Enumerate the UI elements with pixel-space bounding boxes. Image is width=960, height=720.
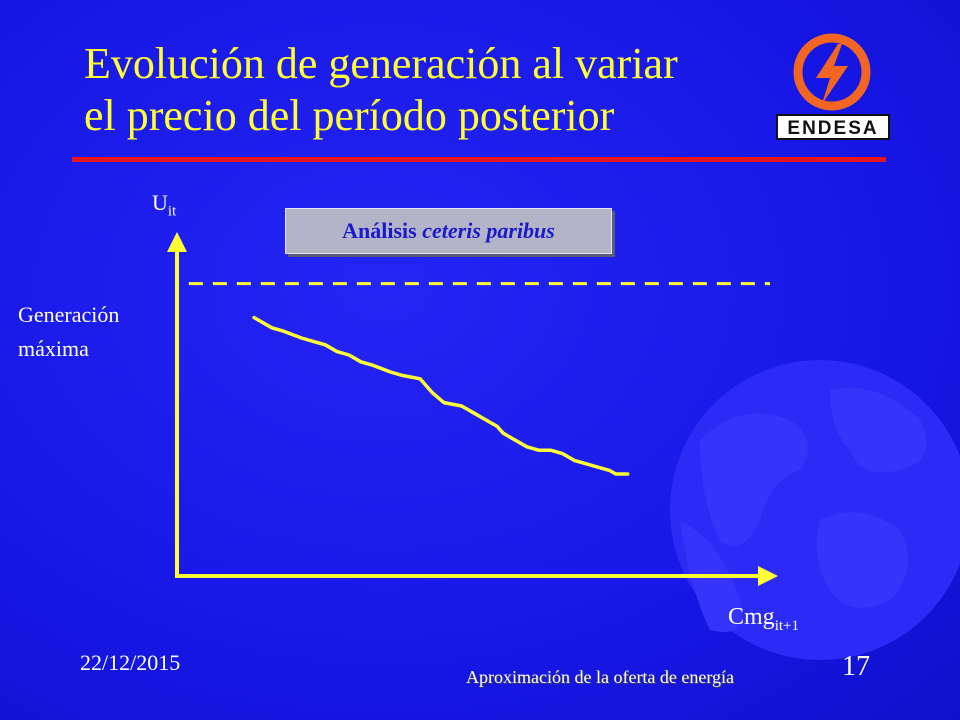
callout-bold-text: Análisis <box>342 218 423 243</box>
title-underline <box>72 157 886 162</box>
x-axis-label: Cmgit+1 <box>728 604 799 639</box>
endesa-lightning-logo-icon <box>793 33 871 111</box>
max-generation-label-line-2: máxima <box>18 336 89 361</box>
title-line-2: el precio del período posterior <box>84 91 615 140</box>
page-number: 17 <box>842 651 870 682</box>
generation-curve <box>252 315 630 476</box>
y-axis-label: Uit <box>152 190 176 224</box>
max-generation-label-line-1: Generación <box>18 302 120 327</box>
max-generation-label: Generación máxima <box>18 298 119 366</box>
endesa-logo-text: ENDESA <box>776 114 890 140</box>
title-line-1: Evolución de generación al variar <box>84 39 678 88</box>
ceteris-paribus-callout: Análisis ceteris paribus <box>285 208 612 254</box>
slide-footer: Aproximación de la oferta de energía <box>466 667 735 687</box>
y-axis-label-main: U <box>152 190 168 215</box>
slide-date: 22/12/2015 <box>80 650 181 675</box>
x-axis-label-sub: it+1 <box>774 617 799 634</box>
slide-title: Evolución de generación al variar el pre… <box>84 38 764 142</box>
x-axis-label-main: Cmg <box>728 604 775 630</box>
callout-italic-text: ceteris paribus <box>422 218 555 243</box>
y-axis-label-sub: it <box>167 203 177 220</box>
